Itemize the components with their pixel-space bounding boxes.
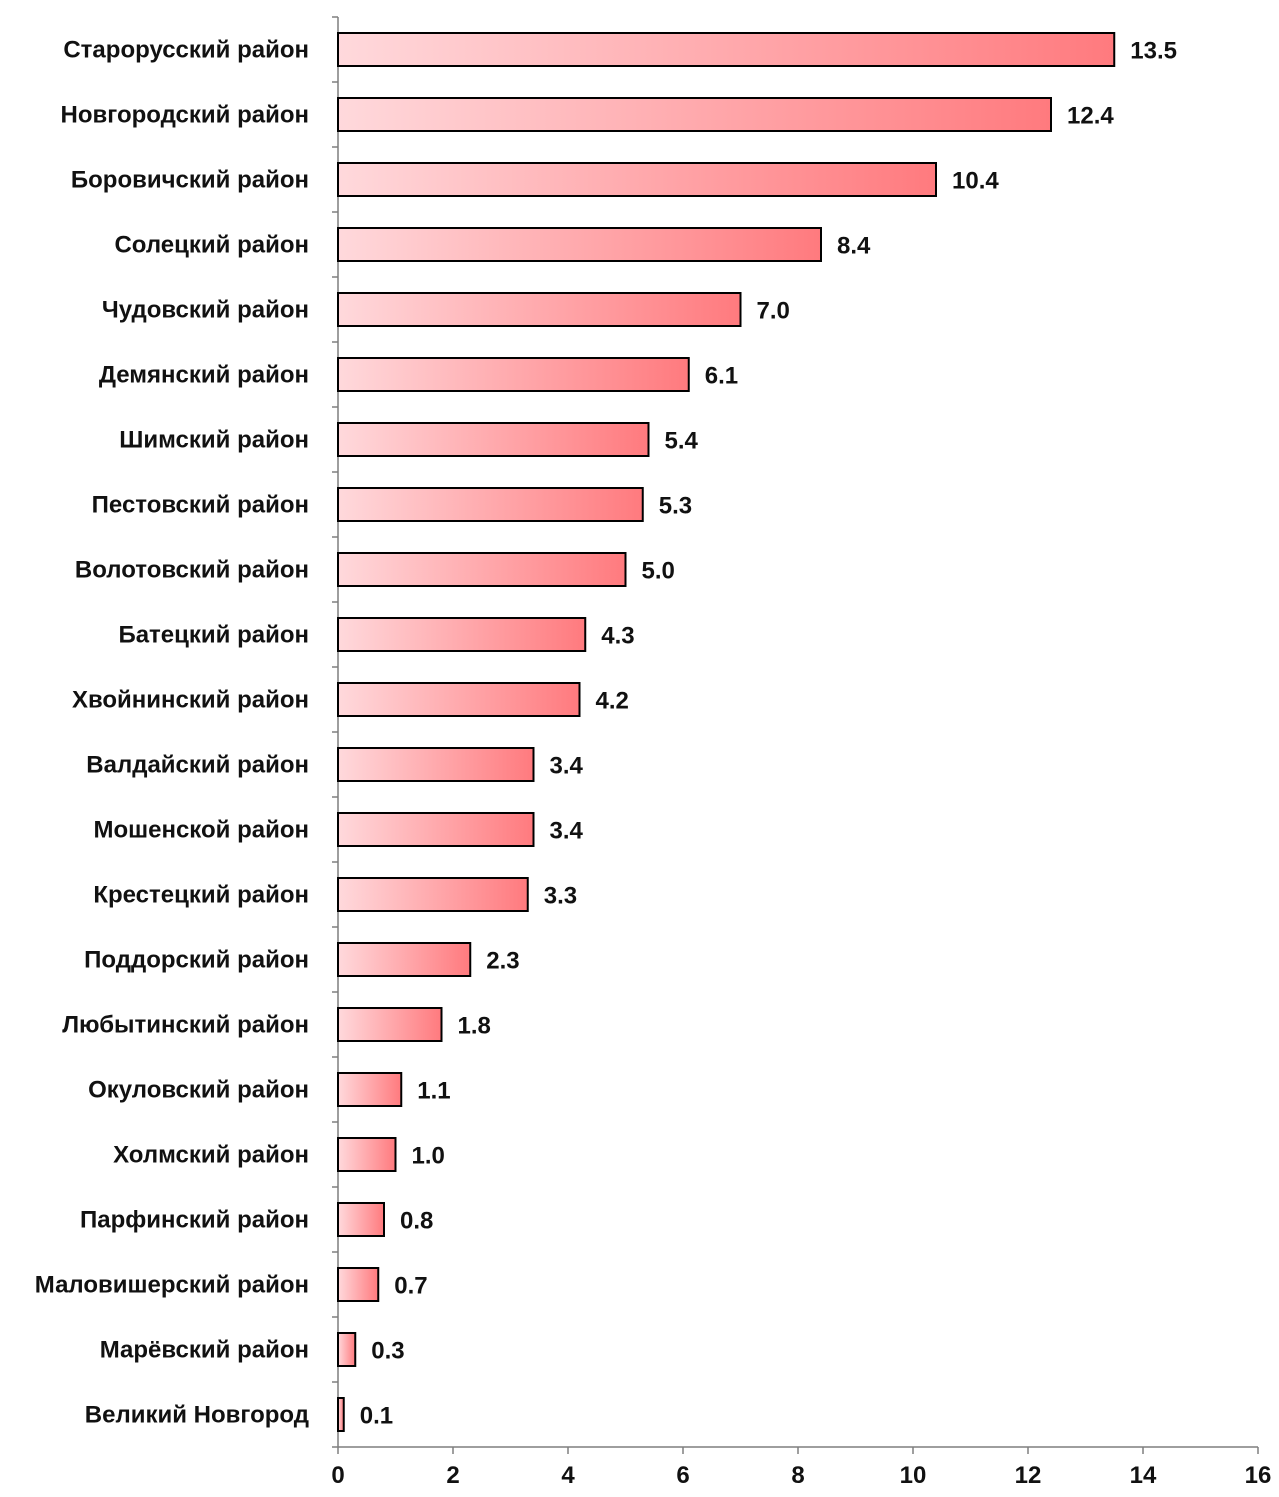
data-label: 0.1	[360, 1403, 393, 1430]
category-label: Чудовский район	[102, 297, 309, 324]
data-label: 2.3	[486, 948, 519, 975]
bar	[337, 1397, 345, 1432]
bar	[337, 747, 535, 782]
data-label: 6.1	[705, 363, 738, 390]
data-label: 5.4	[665, 428, 699, 455]
bar	[337, 32, 1116, 67]
category-label: Боровичский район	[71, 167, 309, 194]
category-label: Батецкий район	[118, 622, 309, 649]
x-tick-label: 0	[331, 1462, 344, 1489]
category-label: Марёвский район	[100, 1337, 309, 1364]
bar	[337, 487, 644, 522]
bar	[337, 1007, 443, 1042]
data-label: 8.4	[837, 233, 871, 260]
data-label: 7.0	[757, 298, 790, 325]
bar	[337, 812, 535, 847]
data-label: 3.3	[544, 883, 577, 910]
category-label: Окуловский район	[88, 1077, 309, 1104]
data-label: 4.2	[596, 688, 629, 715]
category-label: Пестовский район	[92, 492, 309, 519]
category-label: Валдайский район	[86, 752, 309, 779]
data-label: 5.0	[642, 558, 675, 585]
bar	[337, 1202, 385, 1237]
bar	[337, 942, 472, 977]
category-label: Любытинский район	[62, 1012, 309, 1039]
x-tick-label: 14	[1130, 1462, 1157, 1489]
data-label: 0.7	[394, 1273, 427, 1300]
category-label: Солецкий район	[114, 232, 309, 259]
data-label: 0.3	[371, 1338, 404, 1365]
bar	[337, 552, 627, 587]
bar	[337, 162, 937, 197]
data-label: 4.3	[601, 623, 634, 650]
bar	[337, 1332, 357, 1367]
data-label: 3.4	[550, 818, 584, 845]
x-tick-label: 12	[1015, 1462, 1042, 1489]
bar	[337, 682, 581, 717]
bar	[337, 97, 1052, 132]
category-label: Старорусский район	[63, 37, 309, 64]
x-tick-label: 2	[446, 1462, 459, 1489]
x-tick-label: 4	[561, 1462, 575, 1489]
category-label: Крестецкий район	[93, 882, 309, 909]
bar	[337, 617, 587, 652]
category-label: Демянский район	[99, 362, 309, 389]
bar	[337, 1137, 397, 1172]
data-label: 1.1	[417, 1078, 450, 1105]
category-label: Холмский район	[113, 1142, 309, 1169]
x-tick-label: 16	[1245, 1462, 1272, 1489]
data-label: 5.3	[659, 493, 692, 520]
bar	[337, 227, 822, 262]
category-label: Волотовский район	[75, 557, 309, 584]
data-label: 0.8	[400, 1208, 433, 1235]
x-axis-ticks: 0 2 4 6 8 10 12 14 16	[331, 1447, 1271, 1489]
category-label: Новгородский район	[61, 102, 309, 129]
category-label: Поддорский район	[84, 947, 309, 974]
category-label: Маловишерский район	[35, 1272, 309, 1299]
x-tick-label: 10	[900, 1462, 927, 1489]
data-label: 13.5	[1130, 38, 1177, 65]
bar	[337, 1072, 403, 1107]
x-tick-label: 8	[791, 1462, 804, 1489]
data-label: 3.4	[550, 753, 584, 780]
bar	[337, 1267, 380, 1302]
chart-bars	[337, 32, 1116, 1432]
bar	[337, 877, 529, 912]
category-label: Парфинский район	[80, 1207, 309, 1234]
data-label: 1.8	[458, 1013, 491, 1040]
value-labels: 13.5 12.4 10.4 8.4 7.0 6.1 5.4 5.3 5.0 4.3 4.2 3.4 3…	[360, 38, 1177, 1430]
category-label: Мошенской район	[93, 817, 309, 844]
data-label: 12.4	[1067, 103, 1114, 130]
category-label: Великий Новгород	[85, 1402, 309, 1429]
category-label: Шимский район	[119, 427, 309, 454]
data-label: 1.0	[412, 1143, 445, 1170]
category-labels: Старорусский район Новгородский район Боро…	[35, 37, 309, 1429]
bar	[337, 357, 690, 392]
bar	[337, 422, 650, 457]
x-tick-label: 6	[676, 1462, 689, 1489]
data-label: 10.4	[952, 168, 999, 195]
category-label: Хвойнинский район	[72, 687, 309, 714]
bar	[337, 292, 742, 327]
